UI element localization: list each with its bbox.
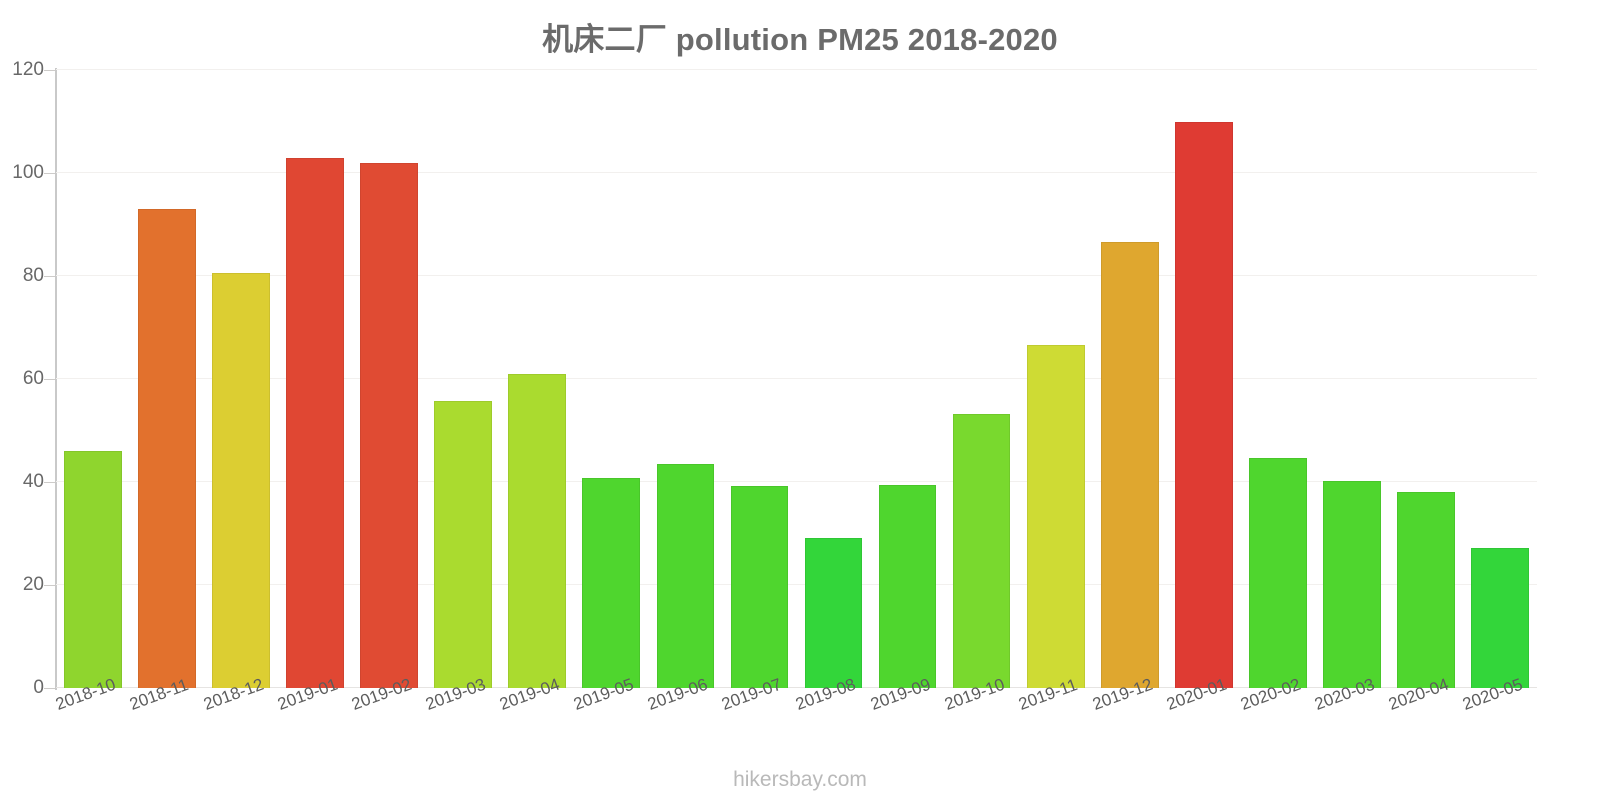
x-axis-slot: 2018-10 xyxy=(53,675,130,750)
bar[interactable] xyxy=(1248,458,1307,688)
page-title: 机床二厂 pollution PM25 2018-2020 xyxy=(542,22,1058,57)
x-axis-slot: 2019-12 xyxy=(1090,675,1167,750)
bar[interactable] xyxy=(138,209,196,688)
x-axis-slot: 2019-07 xyxy=(719,675,796,750)
x-axis-slot: 2018-11 xyxy=(127,675,204,750)
bar[interactable] xyxy=(508,373,567,688)
x-axis-slot: 2020-05 xyxy=(1460,675,1537,750)
bar-slot xyxy=(796,70,870,688)
bar[interactable] xyxy=(434,400,493,688)
bar[interactable] xyxy=(64,451,122,688)
bar[interactable] xyxy=(1100,241,1159,688)
bar-slot xyxy=(945,70,1019,688)
bar-slot xyxy=(648,70,722,688)
gridline xyxy=(56,378,1537,379)
bar[interactable] xyxy=(1026,345,1085,688)
y-axis-tick-label: 80 xyxy=(22,265,44,286)
bar-slot xyxy=(1019,70,1093,688)
x-axis-slot: 2019-06 xyxy=(645,675,722,750)
x-axis-slot: 2019-04 xyxy=(497,675,574,750)
y-axis-tick-mark xyxy=(44,70,55,71)
gridline xyxy=(56,584,1537,585)
bar[interactable] xyxy=(1322,480,1381,688)
x-axis-slot: 2020-01 xyxy=(1164,675,1241,750)
gridline xyxy=(56,69,1537,70)
bar[interactable] xyxy=(1174,121,1233,688)
y-axis-tick-label: 0 xyxy=(33,677,44,698)
x-axis-slot: 2019-08 xyxy=(793,675,870,750)
bar-series xyxy=(56,70,1537,688)
y-axis-tick-label: 100 xyxy=(12,162,44,183)
footer-watermark: hikersbay.com xyxy=(733,768,867,791)
y-axis-tick-label: 120 xyxy=(12,59,44,80)
x-axis-slot: 2019-10 xyxy=(942,675,1019,750)
bar[interactable] xyxy=(212,273,270,688)
bar-slot xyxy=(352,70,426,688)
bar-slot xyxy=(574,70,648,688)
bar-slot xyxy=(1241,70,1315,688)
x-axis-slot: 2019-03 xyxy=(423,675,500,750)
y-axis-tick-mark xyxy=(44,482,55,483)
bar-slot xyxy=(722,70,796,688)
x-axis-slot: 2019-01 xyxy=(275,675,352,750)
bar[interactable] xyxy=(730,486,789,688)
y-axis-tick-label: 20 xyxy=(22,574,44,595)
bar[interactable] xyxy=(286,157,345,688)
y-axis-tick-mark xyxy=(44,585,55,586)
bar-slot xyxy=(1167,70,1241,688)
bar-slot xyxy=(204,70,278,688)
x-axis-slot: 2019-11 xyxy=(1016,675,1093,750)
bar[interactable] xyxy=(360,162,419,688)
bar-slot xyxy=(278,70,352,688)
plot-area xyxy=(56,69,1537,688)
y-axis-line xyxy=(55,68,57,690)
bar[interactable] xyxy=(1471,547,1529,688)
x-axis-slot: 2018-12 xyxy=(201,675,278,750)
bar[interactable] xyxy=(582,478,641,688)
x-axis-labels: 2018-10 2018-11 2018-12 2019-01 2019-02 2019-… xyxy=(53,675,1537,750)
x-axis-slot: 2019-09 xyxy=(868,675,945,750)
bar-slot xyxy=(1389,70,1463,688)
bar[interactable] xyxy=(804,537,863,688)
gridline xyxy=(56,687,1537,688)
bar-slot xyxy=(1463,70,1537,688)
x-axis-slot: 2020-02 xyxy=(1238,675,1315,750)
y-axis-tick-mark xyxy=(44,173,55,174)
gridline xyxy=(56,481,1537,482)
y-axis-tick-mark xyxy=(44,276,55,277)
gridline xyxy=(56,172,1537,173)
bar[interactable] xyxy=(952,414,1011,688)
y-axis-tick-label: 60 xyxy=(22,368,44,389)
x-axis-slot: 2020-03 xyxy=(1312,675,1389,750)
y-axis-tick-label: 40 xyxy=(22,471,44,492)
bar-slot xyxy=(130,70,204,688)
bar[interactable] xyxy=(878,485,937,688)
x-axis-slot: 2019-05 xyxy=(571,675,648,750)
bar[interactable] xyxy=(656,463,715,688)
bar-slot xyxy=(1093,70,1167,688)
bar[interactable] xyxy=(1396,492,1455,688)
bar-slot xyxy=(871,70,945,688)
x-axis-slot: 2020-04 xyxy=(1386,675,1463,750)
x-axis-slot: 2019-02 xyxy=(349,675,426,750)
bar-slot xyxy=(56,70,130,688)
bar-slot xyxy=(500,70,574,688)
bar-slot xyxy=(1315,70,1389,688)
y-axis-tick-mark xyxy=(44,379,55,380)
bar-slot xyxy=(426,70,500,688)
gridline xyxy=(56,275,1537,276)
y-axis-tick-mark xyxy=(44,688,55,689)
